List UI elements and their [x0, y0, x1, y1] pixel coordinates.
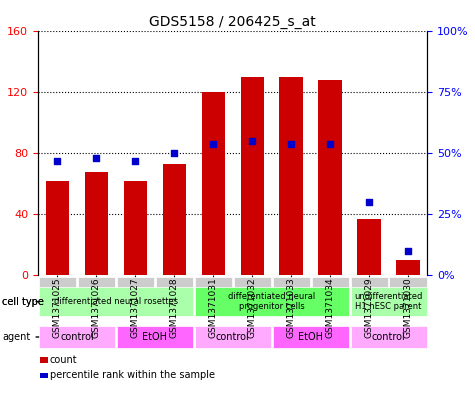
Bar [201, 92, 225, 275]
Point [404, 248, 412, 254]
Text: control: control [371, 332, 406, 342]
Point [248, 138, 256, 144]
Text: cell type: cell type [2, 297, 44, 307]
Point [132, 158, 139, 164]
Text: differentiated neural rosettes: differentiated neural rosettes [54, 297, 178, 306]
Text: EtOH: EtOH [142, 332, 167, 342]
Text: GSM1371026: GSM1371026 [92, 277, 101, 338]
Text: GSM1371031: GSM1371031 [209, 277, 218, 338]
Bar [240, 77, 264, 275]
Text: agent: agent [2, 332, 30, 342]
Point [287, 140, 295, 147]
Point [171, 150, 178, 156]
Text: EtOH: EtOH [298, 332, 323, 342]
Point [365, 199, 373, 205]
Bar [124, 181, 147, 275]
Point [93, 155, 100, 161]
Text: GSM1371028: GSM1371028 [170, 277, 179, 338]
Text: GSM1371030: GSM1371030 [404, 277, 412, 338]
Text: GSM1371033: GSM1371033 [287, 277, 295, 338]
Bar [279, 77, 303, 275]
Text: control: control [60, 332, 94, 342]
Text: GSM1371027: GSM1371027 [131, 277, 140, 338]
Text: percentile rank within the sample: percentile rank within the sample [50, 370, 215, 380]
Text: cell type: cell type [2, 297, 44, 307]
Bar [357, 219, 381, 275]
Bar [396, 260, 420, 275]
Text: differentiated neural
progenitor cells: differentiated neural progenitor cells [228, 292, 315, 311]
Point [326, 140, 334, 147]
Text: count: count [50, 354, 77, 365]
Text: undifferentiated
H1 hESC parent: undifferentiated H1 hESC parent [354, 292, 423, 311]
Point [209, 140, 217, 147]
Point [54, 158, 61, 164]
Bar [318, 80, 342, 275]
Title: GDS5158 / 206425_s_at: GDS5158 / 206425_s_at [149, 15, 316, 29]
Bar [85, 171, 108, 275]
Bar [46, 181, 69, 275]
Text: GSM1371034: GSM1371034 [326, 277, 334, 338]
Text: control: control [216, 332, 250, 342]
Text: GSM1371029: GSM1371029 [365, 277, 373, 338]
Text: GSM1371025: GSM1371025 [53, 277, 62, 338]
Bar [162, 164, 186, 275]
Text: GSM1371032: GSM1371032 [248, 277, 256, 338]
